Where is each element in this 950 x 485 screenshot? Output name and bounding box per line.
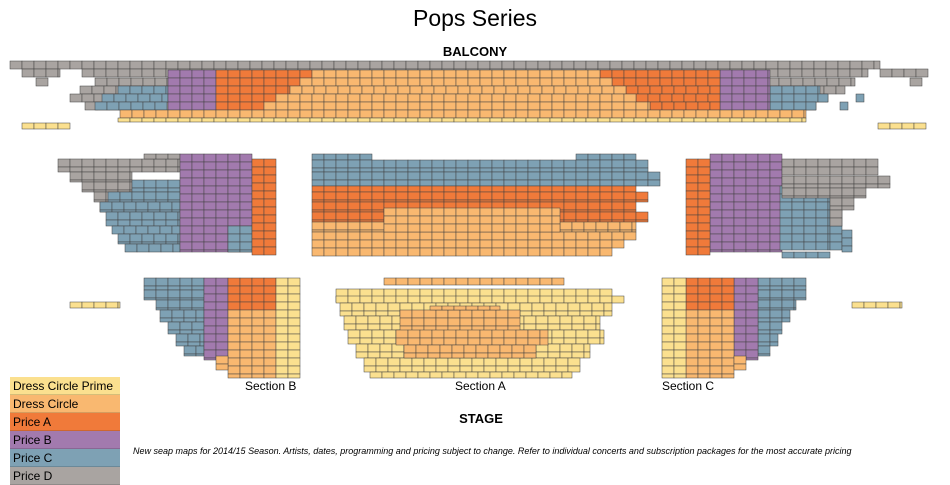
section-c-label: Section C: [662, 379, 715, 393]
legend-dress-circle-prime: Dress Circle Prime: [10, 377, 120, 395]
price-legend: Dress Circle Prime Dress Circle Price A …: [10, 377, 120, 485]
stage-label: STAGE: [459, 411, 503, 426]
legend-price-c: Price C: [10, 449, 120, 467]
legend-price-b: Price B: [10, 431, 120, 449]
legend-dress-circle: Dress Circle: [10, 395, 120, 413]
page-title: Pops Series: [412, 5, 537, 31]
legend-price-d: Price D: [10, 467, 120, 485]
balcony-label: BALCONY: [442, 44, 508, 59]
section-b-label: Section B: [245, 379, 297, 393]
season-notice: New seap maps for 2014/15 Season. Artist…: [133, 446, 852, 456]
legend-price-a: Price A: [10, 413, 120, 431]
section-a-label: Section A: [455, 379, 506, 393]
